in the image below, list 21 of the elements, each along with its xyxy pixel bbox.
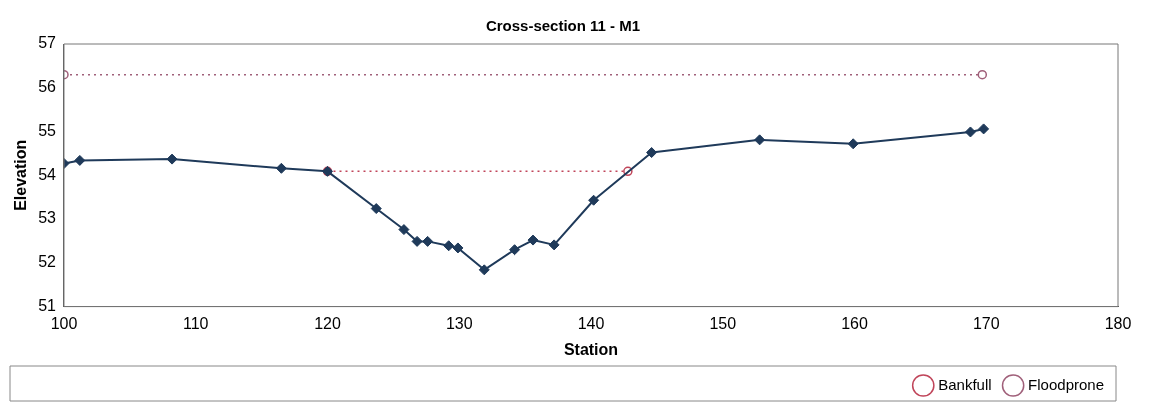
x-axis-title: Station	[563, 340, 619, 358]
y-axis-title: Elevation	[12, 139, 30, 211]
legend-label: Bankfull	[938, 375, 992, 393]
x-tick-label: 110	[182, 314, 209, 332]
y-tick-label: 55	[38, 121, 57, 139]
y-tick-label: 52	[38, 253, 57, 271]
y-tick-label: 57	[38, 34, 57, 52]
x-tick-label: 170	[972, 314, 1000, 332]
y-tick-label: 51	[38, 297, 57, 315]
x-tick-label: 100	[50, 314, 78, 332]
x-tick-label: 160	[841, 314, 868, 332]
y-tick-label: 54	[38, 165, 57, 183]
x-tick-label: 140	[577, 314, 605, 332]
y-tick-label: 53	[38, 209, 57, 227]
x-tick-label: 120	[314, 314, 341, 332]
chart-title: Cross-section 11 - M1	[485, 17, 641, 35]
x-tick-label: 150	[709, 314, 737, 332]
legend-label: Floodprone	[1028, 375, 1104, 393]
y-tick-label: 56	[38, 78, 57, 96]
x-tick-label: 130	[445, 314, 473, 332]
x-tick-label: 180	[1104, 314, 1132, 332]
